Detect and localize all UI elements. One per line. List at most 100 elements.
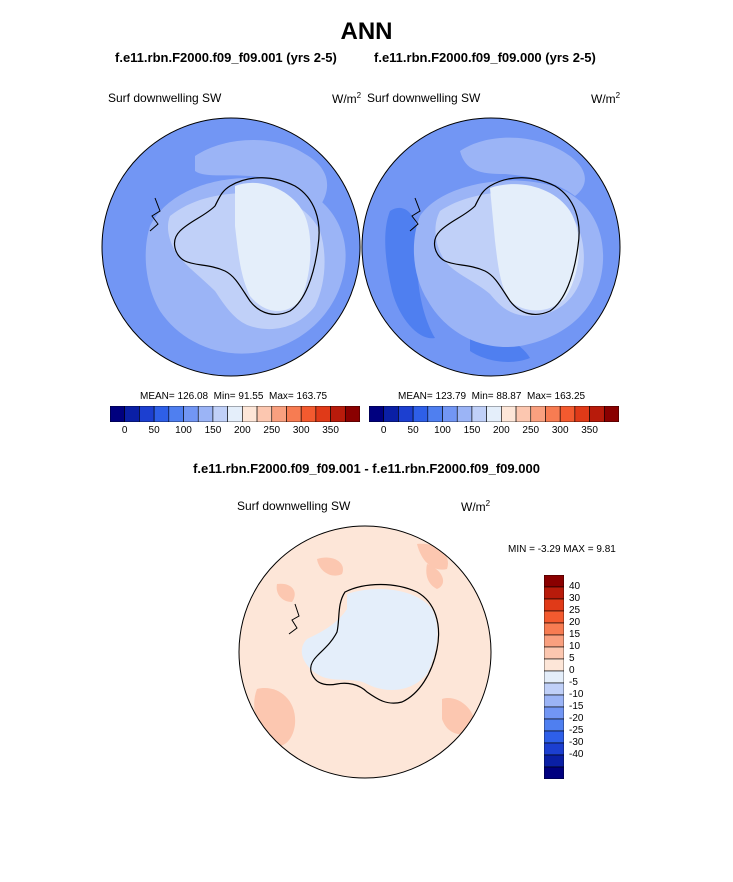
right-colorbar-swatch xyxy=(383,406,399,422)
right-map-north-band xyxy=(460,137,585,196)
diff-colorbar-tick-label: 15 xyxy=(569,629,581,640)
right-colorbar-swatch xyxy=(589,406,605,422)
page-title: ANN xyxy=(340,18,393,45)
right-colorbar-swatch xyxy=(530,406,546,422)
diff-colorbar-swatch xyxy=(544,610,564,624)
diff-map-positive-patch xyxy=(442,698,476,735)
diff-colorbar xyxy=(544,575,564,779)
right-colorbar-swatch xyxy=(545,406,561,422)
diff-colorbar-swatch xyxy=(544,694,564,708)
diff-variable-label: Surf downwelling SW xyxy=(237,499,351,513)
diff-title: f.e11.rbn.F2000.f09_f09.001 - f.e11.rbn.… xyxy=(193,461,540,476)
left-map-coastline xyxy=(173,177,320,315)
left-map-plateau xyxy=(235,182,311,312)
right-units-label: W/m2 xyxy=(591,91,621,106)
left-colorbar-swatch xyxy=(271,406,287,422)
left-colorbar-swatch xyxy=(315,406,331,422)
diff-colorbar-swatch xyxy=(544,766,564,779)
diff-map xyxy=(238,525,492,779)
diff-colorbar-tick-label: -40 xyxy=(569,749,584,760)
diff-colorbar-swatch xyxy=(544,622,564,636)
right-colorbar-swatch xyxy=(486,406,502,422)
left-colorbar-swatch xyxy=(110,406,126,422)
diff-colorbar-tick-label: 30 xyxy=(569,593,581,604)
diff-colorbar-tick-label: -25 xyxy=(569,725,584,736)
diff-map-positive-patch xyxy=(276,583,295,602)
diff-map-positive-patch xyxy=(426,564,444,589)
left-map xyxy=(101,117,361,377)
left-colorbar-swatch xyxy=(256,406,273,422)
right-colorbar-tick-label: 350 xyxy=(581,425,598,436)
left-colorbar-tick-label: 0 xyxy=(121,425,128,436)
diff-colorbar-swatch xyxy=(544,730,564,744)
left-colorbar-tick-label: 50 xyxy=(148,425,160,436)
left-max: Max= 163.75 xyxy=(269,391,328,402)
left-colorbar-swatch xyxy=(197,406,214,422)
diff-map-coastline xyxy=(310,583,440,704)
diff-colorbar-swatch xyxy=(544,706,564,720)
right-colorbar-tick-label: 100 xyxy=(434,425,451,436)
right-max: Max= 163.25 xyxy=(527,391,586,402)
diff-colorbar-tick-label: 40 xyxy=(569,581,581,592)
right-colorbar-tick-label: 0 xyxy=(380,425,387,436)
diff-colorbar-ticks: 40 30 25 20 15 10 5 0 -5 -10 -15 -20 -25 -30 -40 xyxy=(569,575,609,779)
diff-colorbar-swatch xyxy=(544,682,564,696)
diff-colorbar-swatch xyxy=(544,670,564,684)
left-colorbar-swatch xyxy=(168,406,184,422)
left-colorbar-swatch xyxy=(139,406,155,422)
diff-map-border xyxy=(238,525,492,779)
right-map-west-low xyxy=(385,207,435,339)
left-colorbar-tick-label: 250 xyxy=(263,425,281,436)
right-map-peninsula xyxy=(409,197,421,232)
left-colorbar-swatch xyxy=(300,406,317,422)
diff-units-label: W/m2 xyxy=(461,499,491,514)
right-colorbar-swatch xyxy=(369,406,385,422)
right-colorbar-swatch xyxy=(456,406,473,422)
diff-colorbar-swatch xyxy=(544,742,564,756)
diff-map-peninsula xyxy=(288,603,300,635)
diff-colorbar-tick-label: 20 xyxy=(569,617,581,628)
diff-colorbar-tick-label: 10 xyxy=(569,641,581,652)
right-stats: MEAN= 123.79 Min= 88.87 Max= 163.25 xyxy=(398,391,585,402)
left-variable-label: Surf downwelling SW xyxy=(108,91,222,105)
right-colorbar-ticks: 0 50 100 150 200 250 300 350 xyxy=(369,425,619,439)
right-map-plateau xyxy=(490,184,580,311)
left-case-title: f.e11.rbn.F2000.f09_f09.001 (yrs 2-5) xyxy=(115,50,337,65)
right-colorbar-swatch xyxy=(412,406,429,422)
diff-colorbar-tick-label: -10 xyxy=(569,689,584,700)
right-colorbar-tick-label: 300 xyxy=(551,425,569,436)
diff-colorbar-swatch xyxy=(544,718,564,732)
left-map-peninsula xyxy=(149,197,161,232)
left-colorbar-tick-label: 150 xyxy=(204,425,222,436)
diff-map-positive-patch xyxy=(317,557,343,576)
left-map-border xyxy=(101,117,361,377)
right-colorbar-swatch xyxy=(501,406,517,422)
right-colorbar-swatch xyxy=(559,406,576,422)
right-colorbar-swatch xyxy=(471,406,487,422)
right-colorbar-swatch xyxy=(398,406,414,422)
left-colorbar-swatch xyxy=(183,406,199,422)
diff-map-negative-region xyxy=(301,589,438,690)
diff-colorbar-tick-label: -20 xyxy=(569,713,584,724)
right-colorbar-swatch xyxy=(427,406,443,422)
diff-colorbar-swatch xyxy=(544,646,564,660)
diff-colorbar-tick-label: 5 xyxy=(569,653,575,664)
left-colorbar-swatch xyxy=(153,406,170,422)
left-colorbar-swatch xyxy=(286,406,302,422)
right-colorbar-tick-label: 50 xyxy=(407,425,419,436)
left-min: Min= 91.55 xyxy=(213,391,264,402)
left-colorbar xyxy=(110,406,360,422)
right-colorbar-swatch xyxy=(442,406,458,422)
diff-colorbar-tick-label: -15 xyxy=(569,701,584,712)
left-colorbar-tick-label: 200 xyxy=(234,425,251,436)
right-colorbar-swatch xyxy=(574,406,590,422)
right-colorbar-swatch xyxy=(515,406,532,422)
right-mean: MEAN= 123.79 xyxy=(398,391,467,402)
left-colorbar-swatch xyxy=(212,406,228,422)
left-colorbar-swatch xyxy=(344,406,360,422)
diff-colorbar-swatch xyxy=(544,658,564,672)
left-stats: MEAN= 126.08 Min= 91.55 Max= 163.75 xyxy=(140,391,327,402)
right-min: Min= 88.87 xyxy=(471,391,522,402)
right-colorbar-tick-label: 250 xyxy=(522,425,540,436)
left-colorbar-tick-label: 100 xyxy=(175,425,192,436)
